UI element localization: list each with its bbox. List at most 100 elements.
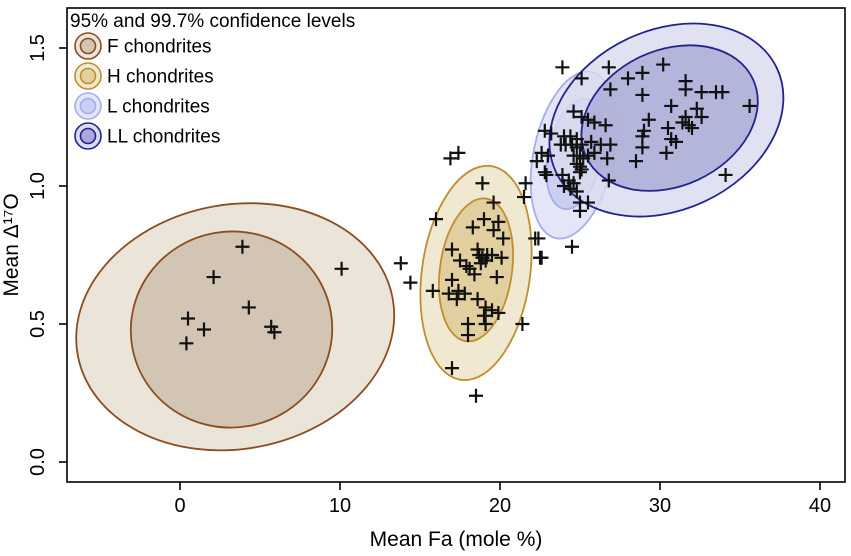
data-point-marker <box>534 250 549 265</box>
data-point-marker <box>635 65 650 80</box>
data-point-marker <box>694 110 709 124</box>
data-point-marker <box>528 231 543 246</box>
legend-label-L: L chondrites <box>107 97 210 118</box>
data-point-marker <box>685 121 699 136</box>
data-point-marker <box>403 275 418 290</box>
data-point-marker <box>573 159 587 174</box>
data-point-marker <box>517 190 531 205</box>
data-point-marker <box>569 184 584 199</box>
data-point-marker <box>563 181 578 196</box>
data-point-marker <box>581 195 595 210</box>
legend-symbol-inner-H <box>79 67 97 85</box>
data-point-marker <box>681 118 696 133</box>
data-point-marker <box>451 283 466 298</box>
legend-symbol-inner-L <box>79 97 97 115</box>
data-point-marker <box>565 239 579 254</box>
data-points <box>179 57 757 403</box>
data-point-marker <box>563 129 578 144</box>
data-point-marker <box>537 165 552 180</box>
data-point-marker <box>485 303 499 318</box>
data-point-marker <box>445 242 459 257</box>
data-point-marker <box>475 176 490 191</box>
data-point-marker <box>181 311 195 326</box>
data-point-marker <box>598 118 613 133</box>
data-point-marker <box>584 134 599 149</box>
legend: 95% and 99.7% confidence levels F chondr… <box>70 11 355 150</box>
ellipse-LL-95% <box>580 44 759 192</box>
data-point-marker <box>675 115 690 130</box>
data-point-marker <box>603 82 618 97</box>
x-tick-label: 10 <box>329 495 351 517</box>
y-tick-label: 1.5 <box>27 34 49 62</box>
data-point-marker <box>518 176 533 191</box>
data-point-marker <box>603 137 618 152</box>
data-point-marker <box>566 104 581 119</box>
data-point-marker <box>457 286 472 301</box>
data-point-marker <box>445 361 459 376</box>
legend-label-H: H chondrites <box>107 67 214 88</box>
data-point-marker <box>206 270 221 285</box>
data-point-marker <box>557 179 571 193</box>
data-point-marker <box>467 267 482 282</box>
data-point-marker <box>635 87 650 102</box>
data-point-marker <box>659 145 674 160</box>
data-point-marker <box>496 231 511 246</box>
data-point-marker <box>635 140 650 155</box>
data-point-marker <box>241 300 256 315</box>
data-point-marker <box>629 154 643 169</box>
data-point-marker <box>641 112 656 127</box>
data-point-marker <box>485 248 499 262</box>
data-point-marker <box>541 148 555 163</box>
data-point-marker <box>621 71 635 86</box>
data-point-marker <box>491 214 506 229</box>
data-point-marker <box>425 283 440 298</box>
y-tick-label: 0.5 <box>27 310 49 338</box>
data-point-marker <box>574 162 589 177</box>
data-point-marker <box>669 134 683 149</box>
data-point-marker <box>715 85 730 100</box>
data-point-marker <box>694 85 709 100</box>
legend-title: 95% and 99.7% confidence levels <box>70 11 355 32</box>
x-tick-label: 0 <box>174 495 185 517</box>
data-point-marker <box>461 328 475 343</box>
legend-label-F: F chondrites <box>107 37 212 58</box>
x-tick-label: 20 <box>489 495 511 517</box>
data-point-marker <box>573 203 587 218</box>
data-point-marker <box>477 212 491 227</box>
data-point-marker <box>470 292 485 307</box>
data-point-marker <box>393 256 408 271</box>
data-point-marker <box>718 167 733 182</box>
data-point-marker <box>179 336 194 351</box>
data-point-marker <box>529 154 544 169</box>
x-tick-label: 40 <box>809 495 831 517</box>
data-point-marker <box>445 272 459 287</box>
data-point-marker <box>491 305 506 320</box>
data-point-marker <box>601 60 616 75</box>
data-point-marker <box>539 167 554 182</box>
data-point-marker <box>581 112 595 127</box>
data-point-marker <box>600 151 615 166</box>
data-point-marker <box>478 317 493 331</box>
x-tick-label: 30 <box>649 495 671 517</box>
data-point-marker <box>267 325 282 340</box>
data-point-marker <box>465 220 480 235</box>
data-point-marker <box>574 71 589 86</box>
data-point-marker <box>459 259 474 274</box>
data-point-marker <box>334 261 349 276</box>
y-axis-title: Mean Δ¹⁷O <box>0 193 23 296</box>
data-point-marker <box>534 145 549 160</box>
data-point-marker <box>601 173 616 188</box>
data-point-marker <box>678 74 693 89</box>
data-point-marker <box>235 239 250 254</box>
data-point-marker <box>574 110 589 124</box>
ellipse-F-95% <box>129 230 334 429</box>
legend-symbol-inner-LL <box>79 127 97 145</box>
data-point-marker <box>429 212 443 227</box>
data-point-marker <box>656 57 671 72</box>
data-point-marker <box>489 270 504 285</box>
data-point-marker <box>742 98 757 113</box>
data-point-marker <box>664 98 679 113</box>
data-point-marker <box>451 145 466 160</box>
